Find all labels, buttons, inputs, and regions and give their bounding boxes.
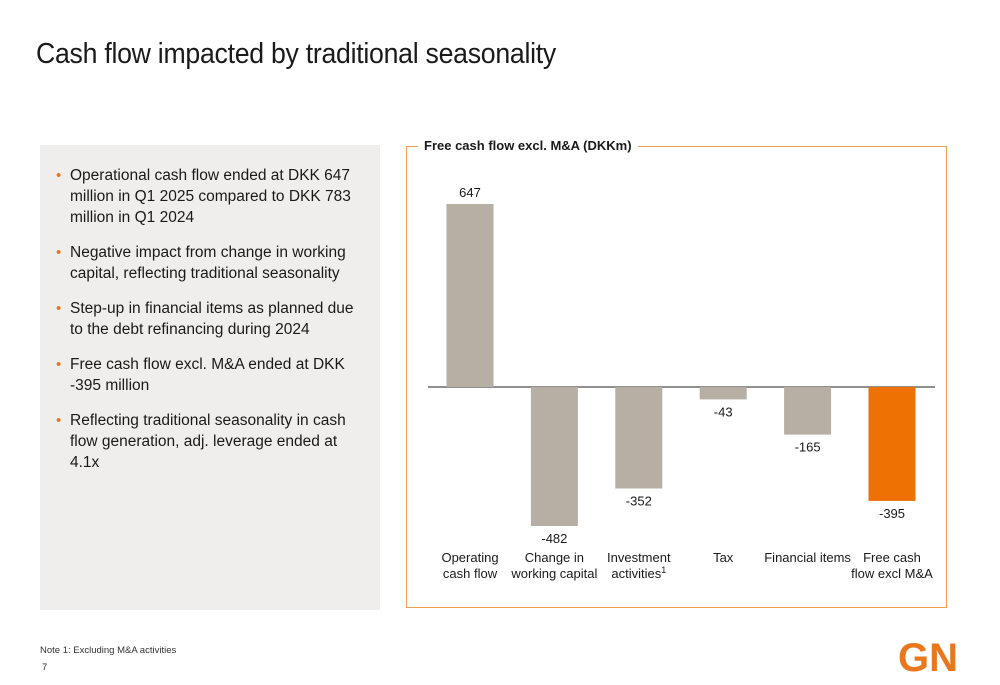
footnote: Note 1: Excluding M&A activities xyxy=(40,645,177,656)
tick-label: activities1 xyxy=(611,565,666,581)
bullet-text: Negative impact from change in working c… xyxy=(70,244,346,282)
chart-frame xyxy=(406,146,947,608)
tick-label: Financial items xyxy=(764,550,851,565)
page-title: Cash flow impacted by traditional season… xyxy=(36,38,556,70)
data-label: -43 xyxy=(714,404,733,419)
bullet-dot-icon: • xyxy=(56,300,62,317)
tick-label: Change in xyxy=(525,550,584,565)
gn-logo-text: GN xyxy=(898,637,958,677)
page-number: 7 xyxy=(42,662,48,673)
bar xyxy=(615,387,663,489)
data-label: -482 xyxy=(541,531,567,546)
bar xyxy=(868,387,916,501)
gn-logo: GN xyxy=(898,637,958,677)
tick-label: cash flow xyxy=(443,566,498,581)
bullet-item: • Reflecting traditional seasonality in c… xyxy=(56,410,362,473)
tick-label: Tax xyxy=(713,550,734,565)
bullet-item: • Free cash flow excl. M&A ended at DKK -… xyxy=(56,354,362,396)
data-label: -395 xyxy=(879,506,905,521)
bullet-dot-icon: • xyxy=(56,244,62,261)
bullet-text: Step-up in financial items as planned du… xyxy=(70,300,354,338)
bullet-text: Free cash flow excl. M&A ended at DKK -3… xyxy=(70,356,345,394)
tick-label: Free cash xyxy=(863,550,921,565)
tick-label: flow excl M&A xyxy=(851,566,933,581)
footnote-marker: 1 xyxy=(661,565,666,575)
key-points-panel: • Operational cash flow ended at DKK 647 … xyxy=(40,145,380,610)
bar xyxy=(446,204,494,387)
chart-title: Free cash flow excl. M&A (DKKm) xyxy=(418,138,638,153)
key-points-list: • Operational cash flow ended at DKK 647 … xyxy=(40,145,380,473)
bullet-item: • Operational cash flow ended at DKK 647 … xyxy=(56,165,362,228)
bullet-dot-icon: • xyxy=(56,356,62,373)
bullet-item: • Step-up in financial items as planned d… xyxy=(56,298,362,340)
bullet-text: Operational cash flow ended at DKK 647 m… xyxy=(70,167,351,226)
tick-label: Investment xyxy=(607,550,671,565)
bullet-item: • Negative impact from change in working … xyxy=(56,242,362,284)
bar xyxy=(784,387,832,435)
data-label: -165 xyxy=(795,440,821,455)
bullet-text: Reflecting traditional seasonality in ca… xyxy=(70,412,346,471)
tick-label: working capital xyxy=(510,566,597,581)
bullet-dot-icon: • xyxy=(56,412,62,429)
data-label: 647 xyxy=(459,185,481,200)
tick-label: Operating xyxy=(441,550,498,565)
bar xyxy=(699,387,747,400)
bar xyxy=(530,387,578,526)
bullet-dot-icon: • xyxy=(56,167,62,184)
data-label: -352 xyxy=(626,494,652,509)
